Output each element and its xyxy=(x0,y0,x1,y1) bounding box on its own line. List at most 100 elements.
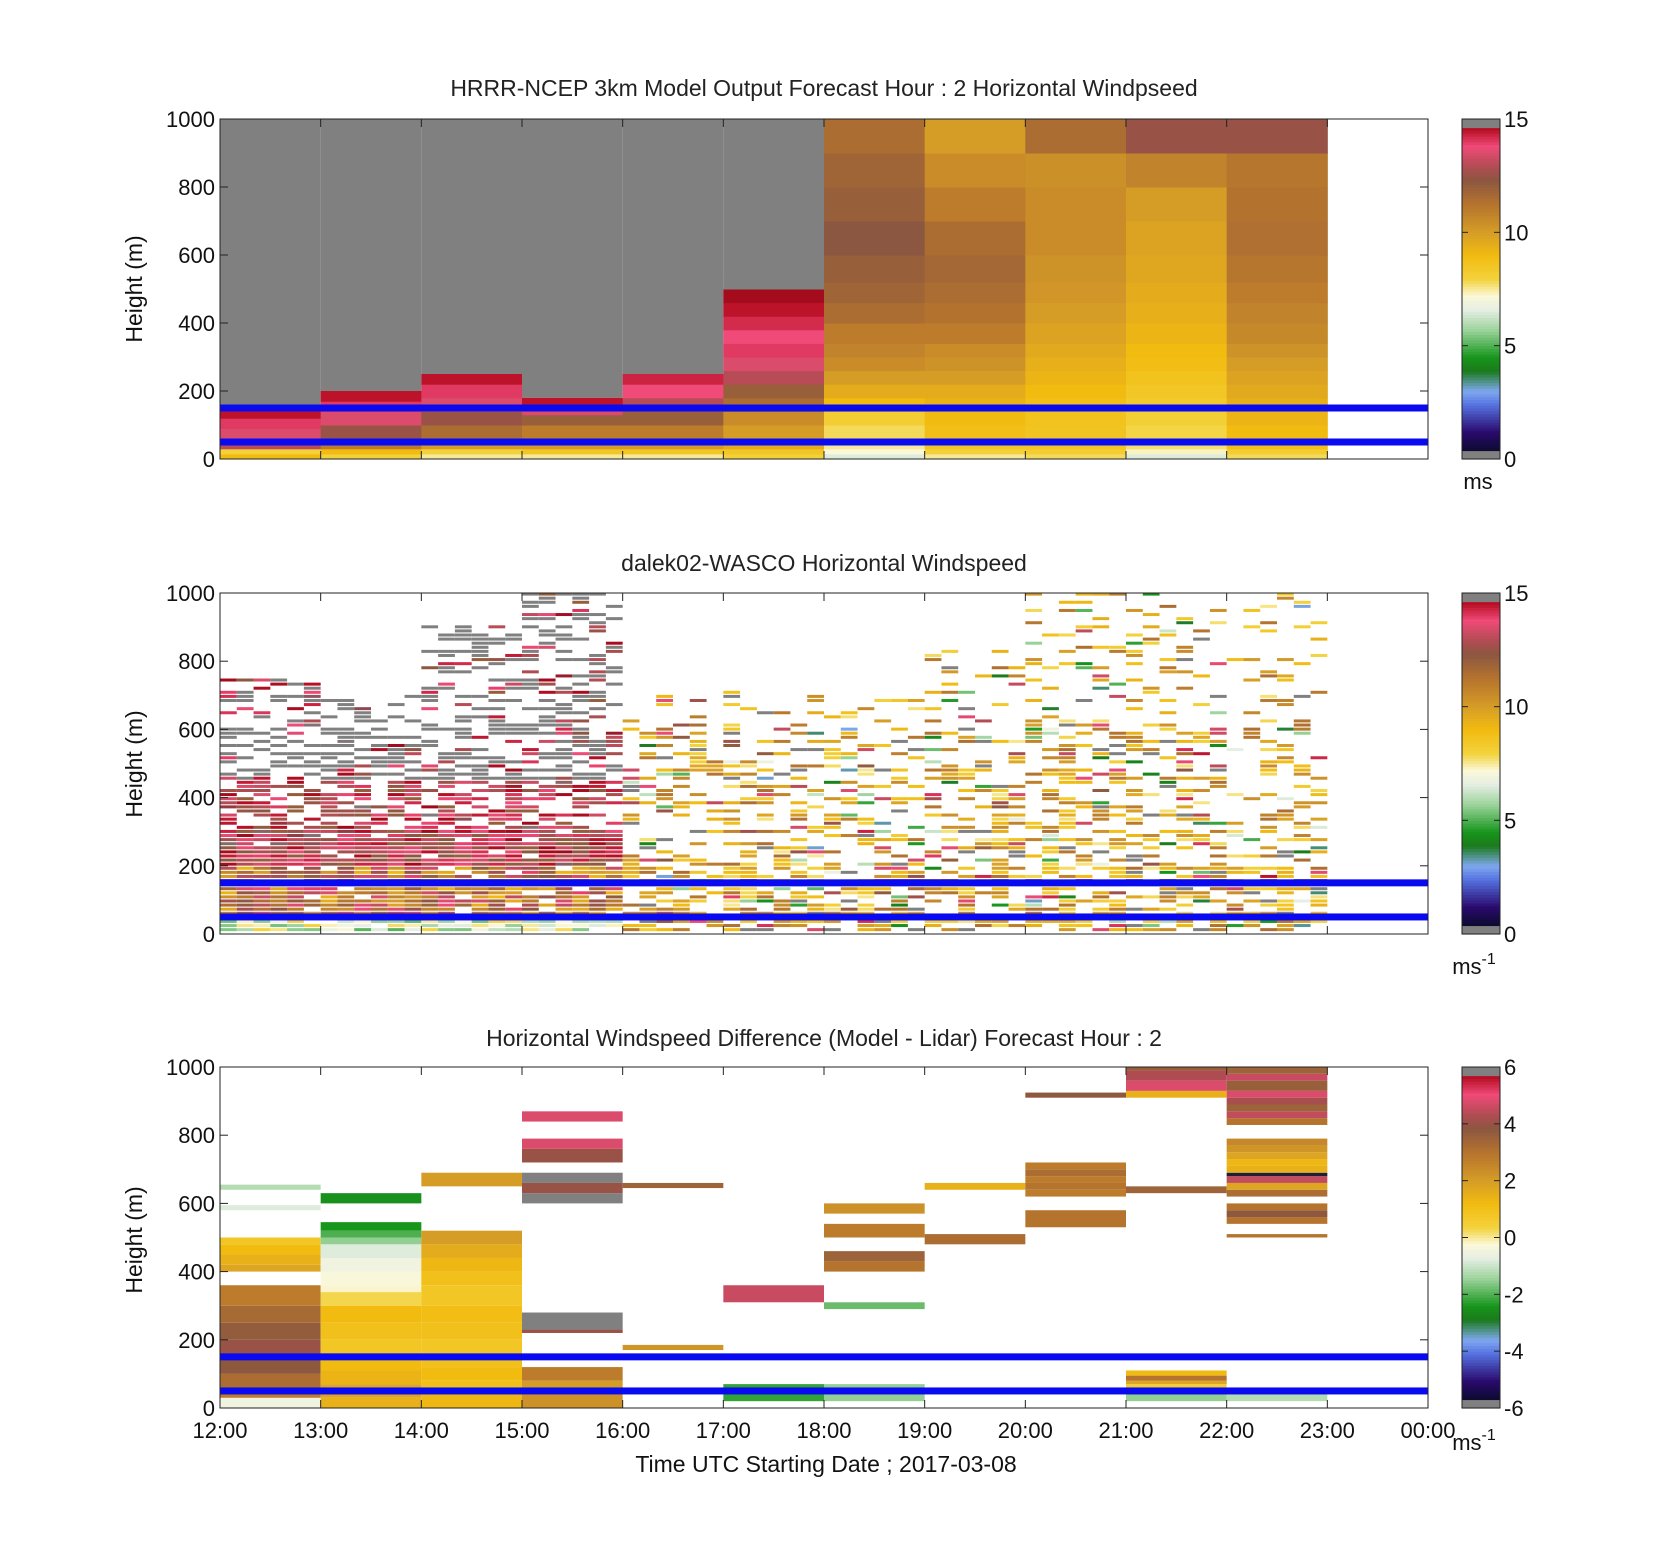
lidar-gate-cell xyxy=(1193,895,1210,899)
lidar-gate-cell xyxy=(1260,866,1277,870)
lidar-gate-cell xyxy=(555,723,573,727)
heatmap-cell xyxy=(1126,282,1228,304)
lidar-gate-cell xyxy=(488,834,506,838)
lidar-gate-cell xyxy=(891,752,908,756)
lidar-gate-cell xyxy=(1075,592,1093,596)
lidar-gate-cell xyxy=(1142,723,1160,727)
lidar-gate-cell xyxy=(807,911,824,915)
lidar-gate-cell xyxy=(1277,797,1294,801)
lidar-gate-cell xyxy=(287,862,304,866)
lidar-gate-cell xyxy=(438,891,455,895)
lidar-gate-cell xyxy=(589,756,606,760)
lidar-gate-cell xyxy=(488,870,506,874)
lidar-gate-cell xyxy=(555,756,573,760)
colorbar-step xyxy=(1462,334,1500,338)
lidar-gate-cell xyxy=(1025,608,1043,612)
lidar-gate-cell xyxy=(454,891,472,895)
lidar-gate-cell xyxy=(1209,727,1227,731)
lidar-gate-cell xyxy=(1159,666,1177,670)
colorbar-step xyxy=(1462,1274,1500,1278)
lidar-gate-cell xyxy=(1042,891,1059,895)
lidar-gate-cell xyxy=(471,834,489,838)
lidar-gate-cell xyxy=(1092,928,1110,932)
lidar-gate-cell xyxy=(1025,678,1043,682)
lidar-gate-cell xyxy=(689,862,707,866)
colorbar-step xyxy=(1462,150,1500,154)
lidar-gate-cell xyxy=(1159,842,1177,846)
lidar-gate-cell xyxy=(1310,793,1328,797)
lidar-gate-cell xyxy=(505,928,522,932)
y-axis-label: Height (m) xyxy=(121,1186,147,1293)
difference-cell xyxy=(1126,1186,1227,1194)
lidar-gate-cell xyxy=(656,809,673,813)
reference-line xyxy=(220,1353,1428,1361)
lidar-gate-cell xyxy=(656,789,673,793)
lidar-gate-cell xyxy=(975,719,992,723)
heatmap-cell xyxy=(723,343,825,358)
lidar-gate-cell xyxy=(387,715,405,719)
lidar-gate-cell xyxy=(1092,801,1110,805)
lidar-gate-cell xyxy=(438,776,455,780)
colorbar-step xyxy=(1462,669,1500,674)
lidar-gate-cell xyxy=(303,842,321,846)
lidar-gate-cell xyxy=(421,805,439,809)
lidar-gate-cell xyxy=(756,829,774,833)
lidar-gate-cell xyxy=(354,858,371,862)
colorbar-step xyxy=(1462,223,1500,228)
heatmap-cell xyxy=(1226,302,1328,324)
lidar-gate-cell xyxy=(1176,924,1194,928)
lidar-gate-cell xyxy=(1293,723,1311,727)
lidar-gate-cell xyxy=(572,752,590,756)
colorbar-tick-label: 10 xyxy=(1504,695,1528,720)
lidar-gate-cell xyxy=(454,829,472,833)
lidar-gate-cell xyxy=(1109,919,1126,923)
lidar-gate-cell xyxy=(958,768,975,772)
chart-title: dalek02-WASCO Horizontal Windspeed xyxy=(621,550,1027,576)
lidar-gate-cell xyxy=(605,731,623,735)
heatmap-cell xyxy=(924,453,1026,460)
colorbar-step xyxy=(1462,1146,1500,1151)
lidar-gate-cell xyxy=(857,895,875,899)
lidar-gate-cell xyxy=(706,772,724,776)
difference-cell xyxy=(1126,1090,1227,1098)
lidar-gate-cell xyxy=(1310,776,1328,780)
difference-cell xyxy=(1226,1145,1328,1153)
difference-cell xyxy=(522,1172,623,1183)
lidar-gate-cell xyxy=(589,907,606,911)
lidar-gate-cell xyxy=(505,866,522,870)
lidar-gate-cell xyxy=(522,874,539,878)
heatmap-cell xyxy=(824,411,926,426)
lidar-gate-cell xyxy=(1092,772,1110,776)
lidar-gate-cell xyxy=(740,829,757,833)
lidar-gate-cell xyxy=(1126,776,1143,780)
heatmap-cell xyxy=(924,411,1026,426)
heatmap-cell xyxy=(1025,357,1127,372)
lidar-gate-cell xyxy=(673,899,690,903)
lidar-gate-cell xyxy=(287,784,304,788)
colorbar-step xyxy=(1462,1152,1500,1156)
lidar-gate-cell xyxy=(371,928,388,932)
lidar-gate-cell xyxy=(270,694,288,698)
lidar-gate-cell xyxy=(589,764,606,768)
lidar-gate-cell xyxy=(689,715,707,719)
lidar-gate-cell xyxy=(371,846,388,850)
reference-line xyxy=(220,879,1428,887)
lidar-gate-cell xyxy=(303,743,321,747)
difference-cell xyxy=(220,1373,321,1388)
lidar-gate-cell xyxy=(1159,633,1177,637)
lidar-gate-cell xyxy=(438,899,455,903)
lidar-gate-cell xyxy=(220,846,237,850)
lidar-gate-cell xyxy=(337,834,355,838)
lidar-gate-cell xyxy=(1092,899,1110,903)
lidar-gate-cell xyxy=(555,764,573,768)
lidar-gate-cell xyxy=(438,727,455,731)
colorbar-step xyxy=(1462,1362,1500,1366)
lidar-gate-cell xyxy=(756,813,774,817)
lidar-gate-cell xyxy=(840,891,858,895)
lidar-gate-cell xyxy=(689,801,707,805)
lidar-gate-cell xyxy=(572,858,590,862)
lidar-gate-cell xyxy=(404,854,422,858)
colorbar-step xyxy=(1462,1157,1500,1162)
lidar-gate-cell xyxy=(874,887,892,891)
